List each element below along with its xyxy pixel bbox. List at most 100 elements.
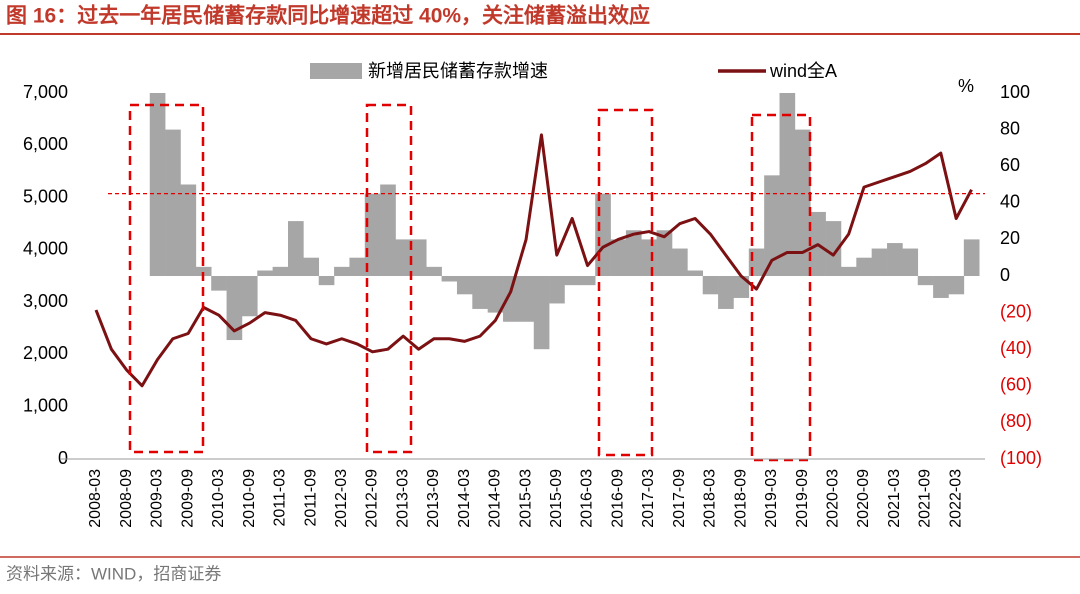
x-tick-label: 2016-09 bbox=[609, 469, 626, 528]
highlight-box bbox=[128, 103, 205, 454]
bar bbox=[533, 276, 550, 350]
x-tick-label: 2013-09 bbox=[425, 469, 442, 528]
bar bbox=[487, 276, 504, 313]
highlight-boxes bbox=[128, 103, 812, 462]
bar bbox=[472, 276, 488, 309]
x-tick-label: 2008-09 bbox=[118, 469, 135, 528]
bar bbox=[426, 266, 442, 276]
x-tick-label: 2008-03 bbox=[87, 469, 104, 528]
y2-tick-label: 0 bbox=[1000, 265, 1010, 285]
y2-tick-label: 60 bbox=[1000, 155, 1020, 175]
bar bbox=[579, 276, 596, 286]
bar bbox=[610, 239, 627, 276]
highlight-box bbox=[597, 108, 654, 457]
bar bbox=[641, 239, 657, 276]
bar bbox=[625, 230, 642, 276]
bar bbox=[779, 93, 796, 276]
bar bbox=[902, 248, 919, 276]
bar bbox=[794, 129, 811, 276]
bar bbox=[933, 276, 949, 298]
y2-tick-label: (100) bbox=[1000, 448, 1042, 468]
y-tick-label: 2,000 bbox=[23, 343, 68, 363]
bar bbox=[456, 276, 473, 295]
bar bbox=[364, 193, 381, 276]
x-tick-label: 2020-03 bbox=[824, 469, 841, 528]
y2-tick-label: 100 bbox=[1000, 82, 1030, 102]
bar bbox=[963, 239, 980, 276]
bar bbox=[441, 276, 458, 282]
x-tick-label: 2018-09 bbox=[732, 469, 749, 528]
x-tick-label: 2017-09 bbox=[671, 469, 688, 528]
y-tick-label: 4,000 bbox=[23, 239, 68, 259]
bar bbox=[257, 270, 273, 276]
x-tick-label: 2022-03 bbox=[947, 469, 964, 528]
y2-tick-label: (60) bbox=[1000, 375, 1032, 395]
bar bbox=[195, 266, 212, 276]
bar bbox=[871, 248, 888, 276]
y2-tick-label: 80 bbox=[1000, 118, 1020, 138]
y-tick-label: 6,000 bbox=[23, 134, 68, 154]
x-tick-label: 2019-09 bbox=[794, 469, 811, 528]
bar bbox=[410, 239, 427, 276]
x-tick-label: 2012-09 bbox=[364, 469, 381, 528]
x-tick-label: 2016-03 bbox=[579, 469, 596, 528]
bar bbox=[180, 184, 197, 276]
bar bbox=[564, 276, 581, 286]
bar bbox=[211, 276, 227, 291]
bar bbox=[303, 257, 320, 276]
bar bbox=[380, 184, 396, 276]
bar bbox=[549, 276, 565, 304]
y2-tick-label: (40) bbox=[1000, 338, 1032, 358]
bar bbox=[656, 230, 673, 276]
x-tick-label: 2010-09 bbox=[241, 469, 258, 528]
y-tick-label: 1,000 bbox=[23, 395, 68, 415]
x-tick-label: 2011-09 bbox=[302, 469, 319, 527]
bar bbox=[825, 221, 842, 276]
bar bbox=[948, 276, 965, 295]
y2-unit: % bbox=[958, 76, 974, 96]
chart-title: 图 16：过去一年居民储蓄存款同比增速超过 40%，关注储蓄溢出效应 bbox=[6, 4, 650, 28]
x-tick-label: 2012-03 bbox=[333, 469, 350, 528]
bar bbox=[165, 129, 181, 276]
y2-tick-label: 40 bbox=[1000, 192, 1020, 212]
bar bbox=[718, 276, 734, 309]
bar bbox=[241, 276, 258, 317]
x-tick-label: 2014-03 bbox=[456, 469, 473, 528]
plot-area bbox=[94, 93, 980, 388]
y2-tick-label: (80) bbox=[1000, 411, 1032, 431]
x-tick-label: 2021-09 bbox=[917, 469, 934, 528]
y2-tick-label: 20 bbox=[1000, 228, 1020, 248]
bar bbox=[764, 175, 780, 276]
x-tick-label: 2019-03 bbox=[763, 469, 780, 528]
bar bbox=[503, 276, 519, 322]
y-tick-label: 7,000 bbox=[23, 82, 68, 102]
x-tick-label: 2015-03 bbox=[517, 469, 534, 528]
x-tick-label: 2010-03 bbox=[210, 469, 227, 528]
y-tick-label: 5,000 bbox=[23, 186, 68, 206]
y-tick-label: 0 bbox=[58, 448, 68, 468]
source: 资料来源：WIND，招商证券 bbox=[6, 564, 221, 583]
bar bbox=[272, 266, 289, 276]
bar bbox=[702, 276, 719, 295]
x-tick-label: 2017-03 bbox=[640, 469, 657, 528]
x-tick-label: 2015-09 bbox=[548, 469, 565, 528]
x-tick-label: 2013-03 bbox=[394, 469, 411, 528]
bar bbox=[687, 270, 704, 276]
bar bbox=[856, 257, 872, 276]
y-tick-label: 3,000 bbox=[23, 291, 68, 311]
x-tick-label: 2018-03 bbox=[702, 469, 719, 528]
legend-label: wind全A bbox=[769, 61, 837, 81]
bar bbox=[334, 266, 350, 276]
bar bbox=[226, 276, 243, 341]
highlight-box bbox=[750, 113, 812, 462]
x-tick-label: 2009-09 bbox=[179, 469, 196, 528]
bar bbox=[672, 248, 688, 276]
bar bbox=[518, 276, 535, 322]
x-tick-label: 2009-03 bbox=[149, 469, 166, 528]
bar bbox=[318, 276, 335, 286]
legend-swatch bbox=[310, 63, 362, 79]
y2-tick-label: (20) bbox=[1000, 301, 1032, 321]
bar bbox=[149, 93, 166, 276]
bar bbox=[288, 221, 304, 276]
